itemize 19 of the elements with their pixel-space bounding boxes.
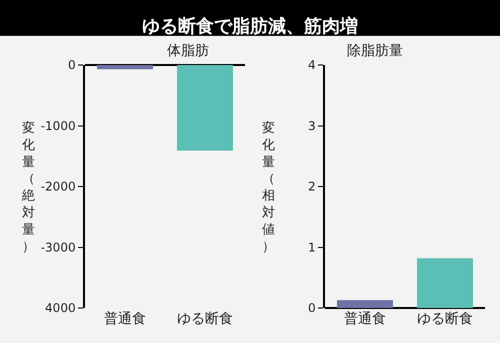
y-tick-label: -2000 <box>40 180 76 194</box>
x-tick-label: 普通食 <box>104 310 146 327</box>
x-tick-label: ゆる断食 <box>417 311 473 327</box>
x-tick-label: 普通食 <box>344 310 386 327</box>
x-tick-label: ゆる断食 <box>177 311 233 327</box>
y-tick-label: 1 <box>308 240 316 254</box>
y-tick-label: 4 <box>308 58 316 72</box>
y-tick-label: 0 <box>68 58 76 72</box>
y-axis-title: 変化量（絶対量） <box>21 120 35 254</box>
chart-subtitle: 体脂肪 <box>167 43 209 59</box>
chart-subtitle: 除脂肪量 <box>347 43 403 59</box>
y-tick-label: 4000 <box>45 301 76 316</box>
y-tick-label: -1000 <box>40 118 76 133</box>
y-tick-label: 0 <box>308 301 316 316</box>
y-tick-label: -3000 <box>40 240 76 254</box>
y-axis-title: 変化量（相対値） <box>262 120 275 254</box>
y-tick-label: 3 <box>308 118 316 133</box>
y-tick-label: 2 <box>308 180 316 194</box>
chart-title: ゆる断食で脂肪減、筋肉増 <box>142 15 358 37</box>
